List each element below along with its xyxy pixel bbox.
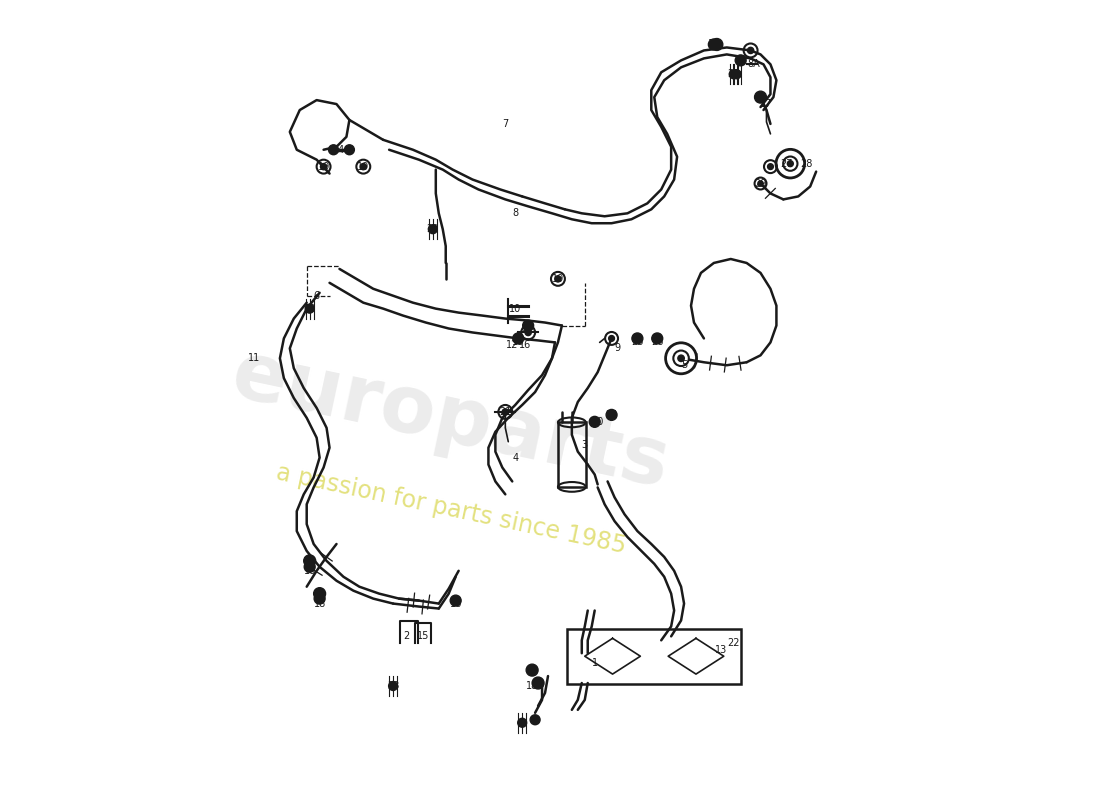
Text: 15: 15 [417,631,429,642]
Circle shape [305,304,315,313]
Circle shape [314,588,326,600]
Text: 18: 18 [522,323,535,334]
Circle shape [755,91,767,103]
Text: 21: 21 [499,407,512,417]
Circle shape [652,333,662,344]
Circle shape [320,163,327,170]
Circle shape [631,333,642,344]
Text: 18: 18 [314,598,326,609]
Text: 11: 11 [248,354,261,363]
Text: europarts: europarts [224,335,676,504]
Text: 18: 18 [735,55,747,66]
Bar [568,629,741,683]
Text: 9: 9 [615,343,620,354]
Text: 23: 23 [304,304,316,314]
Circle shape [788,161,793,166]
Text: 24: 24 [605,410,618,420]
Text: 27: 27 [780,158,793,169]
Circle shape [708,39,719,50]
Text: 7: 7 [503,119,508,129]
Text: 10: 10 [509,304,521,314]
Text: 22: 22 [727,638,740,648]
Circle shape [678,355,684,362]
Circle shape [590,416,601,427]
Circle shape [522,320,534,331]
Text: 19: 19 [552,274,564,284]
Circle shape [608,335,615,342]
Text: 16: 16 [519,340,531,350]
Circle shape [305,562,315,572]
Circle shape [525,330,531,336]
Circle shape [428,225,438,234]
Text: 19: 19 [318,162,330,172]
Circle shape [748,47,754,54]
Circle shape [711,38,723,50]
Circle shape [315,593,326,604]
Text: 14: 14 [333,145,345,154]
Text: 25: 25 [631,338,644,347]
Text: 29: 29 [755,178,767,189]
Circle shape [503,409,508,415]
Circle shape [329,145,339,154]
Text: 5: 5 [681,360,688,370]
Text: 23: 23 [427,224,439,234]
Text: 18: 18 [304,566,316,576]
Text: 18: 18 [450,598,462,609]
Text: 4: 4 [513,453,518,462]
Circle shape [530,714,540,725]
Circle shape [518,718,527,727]
Circle shape [554,276,561,282]
Circle shape [758,181,763,186]
Text: 2: 2 [403,631,409,642]
Text: 23: 23 [387,681,399,691]
Circle shape [735,55,746,66]
Circle shape [733,70,741,78]
Text: a passion for parts since 1985: a passion for parts since 1985 [274,460,628,558]
Circle shape [513,333,524,344]
Text: 13: 13 [715,646,727,655]
Text: 19: 19 [358,162,370,172]
Circle shape [783,157,798,171]
Bar [558,422,585,487]
Circle shape [729,70,738,78]
Text: 17: 17 [760,99,772,109]
Text: 18: 18 [707,39,721,50]
Circle shape [450,595,461,606]
Circle shape [606,410,617,420]
Circle shape [344,145,354,154]
Text: 23: 23 [727,70,740,79]
Text: 1: 1 [592,658,597,668]
Text: 8A: 8A [747,59,760,70]
Circle shape [304,555,316,567]
Circle shape [768,164,773,170]
Circle shape [388,682,397,690]
Text: 3: 3 [582,440,587,450]
Circle shape [526,664,538,676]
Text: 20: 20 [592,417,604,427]
Text: 12: 12 [506,340,518,350]
Circle shape [532,677,544,689]
Text: 26: 26 [651,338,663,347]
Circle shape [673,350,689,366]
Text: 18: 18 [526,681,538,691]
Text: 6: 6 [314,290,320,301]
Circle shape [360,163,366,170]
Text: 18: 18 [513,338,525,347]
Text: 8: 8 [513,208,518,218]
Text: 28: 28 [800,158,813,169]
